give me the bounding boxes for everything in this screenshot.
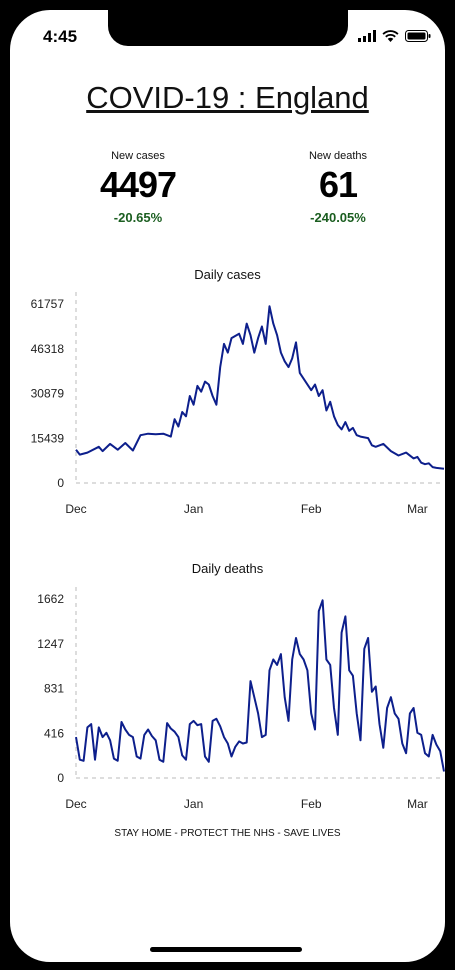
deaths-chart-title: Daily deaths	[191, 561, 264, 576]
deaths-y-tick-label: 0	[57, 771, 64, 785]
cases-y-tick-label: 61757	[31, 297, 65, 311]
page-title: COVID-19 : England	[86, 80, 369, 115]
footer-slogan: STAY HOME - PROTECT THE NHS - SAVE LIVES	[114, 828, 341, 839]
cases-y-tick-label: 0	[57, 476, 64, 490]
deaths-y-tick-label: 416	[44, 726, 64, 740]
status-time: 4:45	[43, 27, 78, 46]
new-deaths-change: -240.05%	[310, 210, 366, 225]
cases-x-tick-label: Jan	[184, 502, 203, 516]
deaths-series-line	[75, 599, 445, 772]
cases-chart-title: Daily cases	[194, 267, 261, 282]
new-deaths-value: 61	[318, 164, 358, 205]
deaths-x-tick-label: Feb	[301, 797, 322, 811]
notch	[108, 10, 348, 46]
cases-y-tick-label: 15439	[31, 431, 65, 445]
deaths-x-tick-label: Dec	[65, 797, 86, 811]
battery-icon	[405, 30, 431, 42]
cases-y-tick-label: 46318	[31, 342, 65, 356]
new-deaths-stat: New deaths 61 -240.05%	[258, 150, 418, 225]
new-cases-stat: New cases 4497 -20.65%	[58, 150, 218, 225]
signal-icon	[358, 30, 376, 42]
cases-x-tick-label: Feb	[301, 502, 322, 516]
cases-y-tick-label: 30879	[31, 387, 65, 401]
home-indicator[interactable]	[150, 947, 302, 952]
cases-series-line	[75, 305, 445, 470]
new-cases-change: -20.65%	[113, 210, 163, 225]
new-cases-value: 4497	[99, 164, 177, 205]
cases-x-tick-label: Mar	[407, 502, 428, 516]
wifi-icon	[382, 30, 399, 42]
status-icons	[358, 30, 431, 42]
new-deaths-label: New deaths	[308, 150, 368, 162]
deaths-x-tick-label: Mar	[407, 797, 428, 811]
deaths-y-tick-label: 1247	[37, 637, 64, 651]
deaths-y-tick-label: 831	[44, 682, 64, 696]
cases-x-tick-label: Dec	[65, 502, 86, 516]
phone-screen: 4:45 COVID-19 : England New cases 4497 -…	[10, 10, 445, 962]
new-cases-label: New cases	[111, 150, 165, 162]
deaths-y-tick-label: 1662	[37, 592, 64, 606]
deaths-x-tick-label: Jan	[184, 797, 203, 811]
